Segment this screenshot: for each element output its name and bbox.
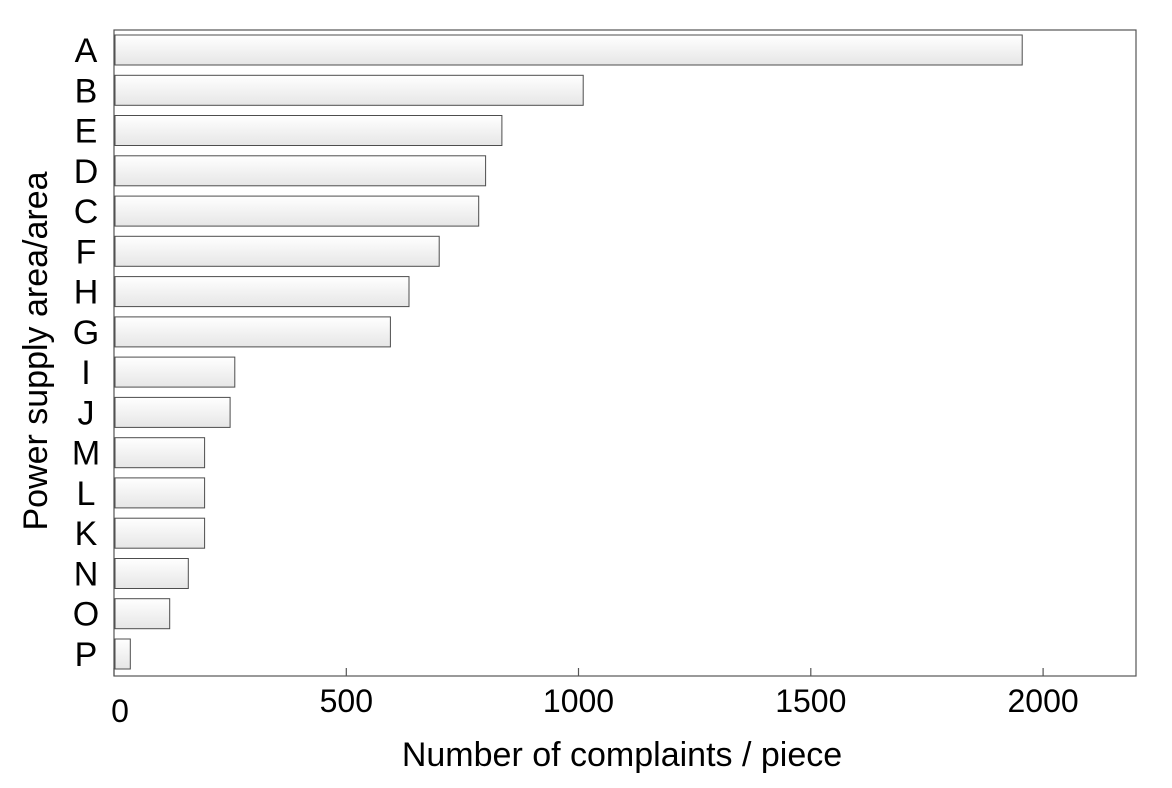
x-axis-ticks: 0 500 1000 1500 2000 — [111, 668, 1079, 729]
bar-K — [114, 517, 206, 549]
bar-O — [114, 598, 171, 630]
bar-A — [114, 34, 1023, 66]
x-tick-label-2000: 2000 — [1008, 683, 1079, 719]
bar-G — [114, 316, 391, 348]
category-label-E: E — [75, 113, 98, 151]
category-label-O: O — [73, 596, 99, 634]
category-label-I: I — [81, 354, 90, 392]
bar-L — [114, 477, 206, 509]
category-label-D: D — [74, 153, 99, 191]
bar-M — [114, 437, 206, 469]
x-axis-title: Number of complaints / piece — [402, 736, 842, 774]
x-tick-label-1000: 1000 — [543, 683, 614, 719]
bar-J — [114, 396, 231, 428]
category-label-A: A — [75, 32, 98, 70]
category-label-M: M — [72, 435, 100, 473]
category-label-P: P — [75, 636, 98, 674]
category-label-J: J — [78, 394, 95, 432]
x-tick-label-0: 0 — [111, 693, 129, 729]
category-label-F: F — [76, 233, 97, 271]
bar-D — [114, 155, 487, 187]
category-label-L: L — [77, 475, 96, 513]
y-axis-title: Power supply area/area — [17, 171, 55, 530]
category-label-H: H — [74, 274, 99, 312]
bar-B — [114, 74, 584, 106]
bars-group — [114, 34, 1023, 670]
x-tick-label-1500: 1500 — [775, 683, 846, 719]
category-label-N: N — [74, 556, 99, 594]
category-label-B: B — [75, 72, 98, 110]
x-tick-label-500: 500 — [320, 683, 373, 719]
bar-E — [114, 115, 503, 146]
bar-F — [114, 235, 440, 267]
bar-C — [114, 195, 480, 227]
bar-I — [114, 356, 236, 388]
category-label-G: G — [73, 314, 99, 352]
bar-N — [114, 558, 189, 589]
bar-P — [114, 638, 131, 670]
category-label-C: C — [74, 193, 99, 231]
bar-H — [114, 276, 410, 308]
category-label-K: K — [75, 515, 98, 553]
plot-area-frame — [113, 29, 1137, 677]
